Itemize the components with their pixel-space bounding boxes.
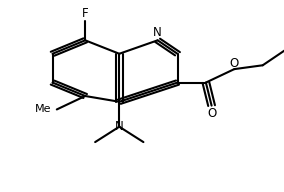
Text: F: F [82, 7, 89, 20]
Text: N: N [153, 26, 162, 39]
Text: Me: Me [35, 104, 51, 114]
Text: O: O [230, 57, 239, 70]
Text: N: N [115, 120, 124, 133]
Text: O: O [207, 107, 216, 120]
